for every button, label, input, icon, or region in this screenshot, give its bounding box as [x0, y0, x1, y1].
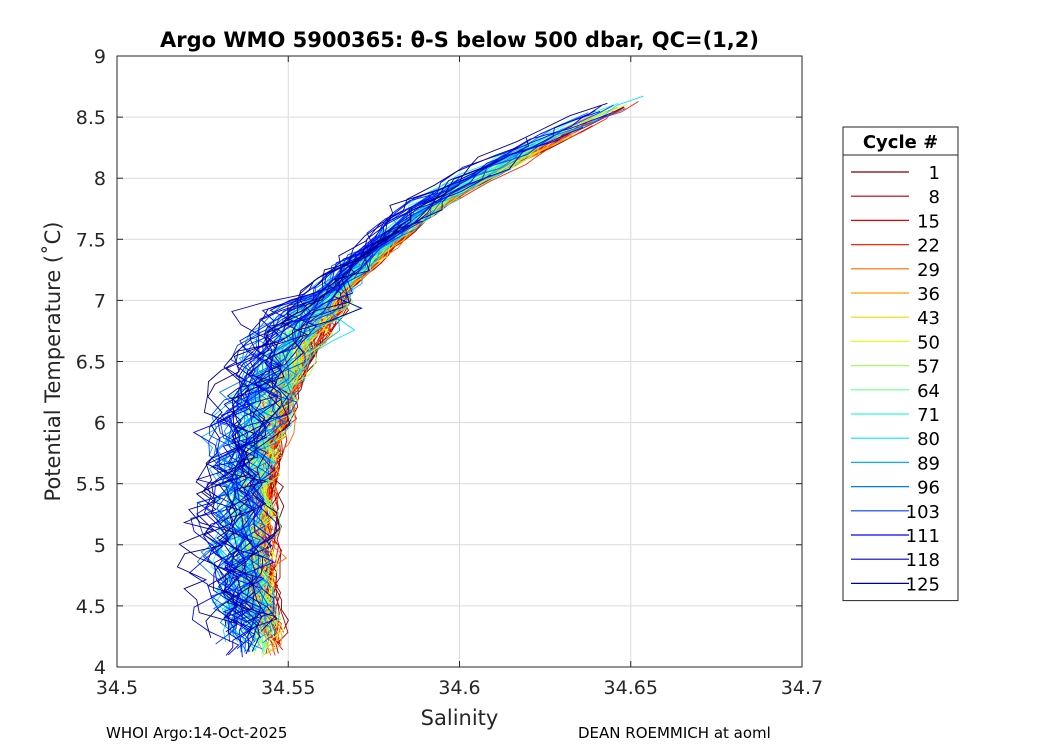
- legend: Cycle # 1 8 15 22 29 36 43 50 57 64 71 80 89 96 103 111 1…: [842, 126, 959, 602]
- legend-title: Cycle #: [863, 132, 938, 153]
- legend-label: 43: [917, 308, 940, 329]
- x-tick-label: 34.55: [261, 677, 315, 699]
- chart-title: Argo WMO 5900365: θ-S below 500 dbar, QC…: [160, 28, 759, 52]
- y-tick-label: 4.5: [76, 596, 106, 618]
- y-tick-label: 6.5: [76, 352, 106, 374]
- x-tick-label: 34.6: [438, 677, 480, 699]
- axes: 34.5 34.55 34.6 34.65 34.7 4 4.5 5 5.5 6 6.5 7 7.5 8 8…: [41, 28, 823, 730]
- x-tick-label: 34.65: [604, 677, 658, 699]
- legend-label: 50: [917, 332, 940, 353]
- y-tick-label: 5: [94, 535, 106, 557]
- profile-line: [207, 222, 404, 632]
- y-tick-label: 8.5: [76, 107, 106, 129]
- y-tick-label: 6: [94, 413, 106, 435]
- y-tick-label: 9: [94, 46, 106, 68]
- x-tick-label: 34.7: [781, 677, 823, 699]
- footer-operator: DEAN ROEMMICH at aoml: [578, 724, 771, 742]
- legend-label: 125: [906, 574, 940, 595]
- profile-line: [202, 102, 608, 626]
- profile-line: [217, 146, 518, 652]
- plot-area: [176, 95, 644, 658]
- legend-label: 36: [917, 284, 940, 305]
- legend-label: 8: [929, 187, 940, 208]
- legend-label: 118: [906, 550, 940, 571]
- x-tick-label: 34.5: [96, 677, 138, 699]
- y-tick-label: 8: [94, 168, 106, 190]
- legend-label: 29: [917, 260, 940, 281]
- y-axis-label: Potential Temperature (˚C): [41, 222, 65, 502]
- legend-label: 80: [917, 429, 940, 450]
- y-tick-label: 4: [94, 657, 106, 679]
- footer-credit: WHOI Argo:14-Oct-2025: [106, 724, 288, 742]
- x-axis-label: Salinity: [421, 706, 499, 730]
- legend-label: 103: [906, 502, 940, 523]
- legend-label: 71: [917, 405, 940, 426]
- legend-label: 57: [917, 357, 940, 378]
- profile-line: [178, 137, 530, 653]
- profiles: [176, 95, 644, 658]
- legend-label: 111: [906, 526, 940, 547]
- y-tick-label: 7: [94, 290, 106, 312]
- y-tick-label: 7.5: [76, 229, 106, 251]
- legend-label: 15: [917, 211, 940, 232]
- profile-line: [195, 105, 602, 655]
- legend-box: [842, 126, 959, 602]
- legend-label: 22: [917, 236, 940, 257]
- legend-label: 96: [917, 478, 940, 499]
- y-tick-label: 5.5: [76, 474, 106, 496]
- profile-line: [233, 200, 442, 631]
- legend-label: 89: [917, 453, 940, 474]
- profile-line: [205, 229, 400, 639]
- legend-label: 1: [929, 163, 940, 184]
- legend-label: 64: [917, 381, 940, 402]
- profile-line: [195, 227, 393, 638]
- profile-line: [223, 192, 447, 644]
